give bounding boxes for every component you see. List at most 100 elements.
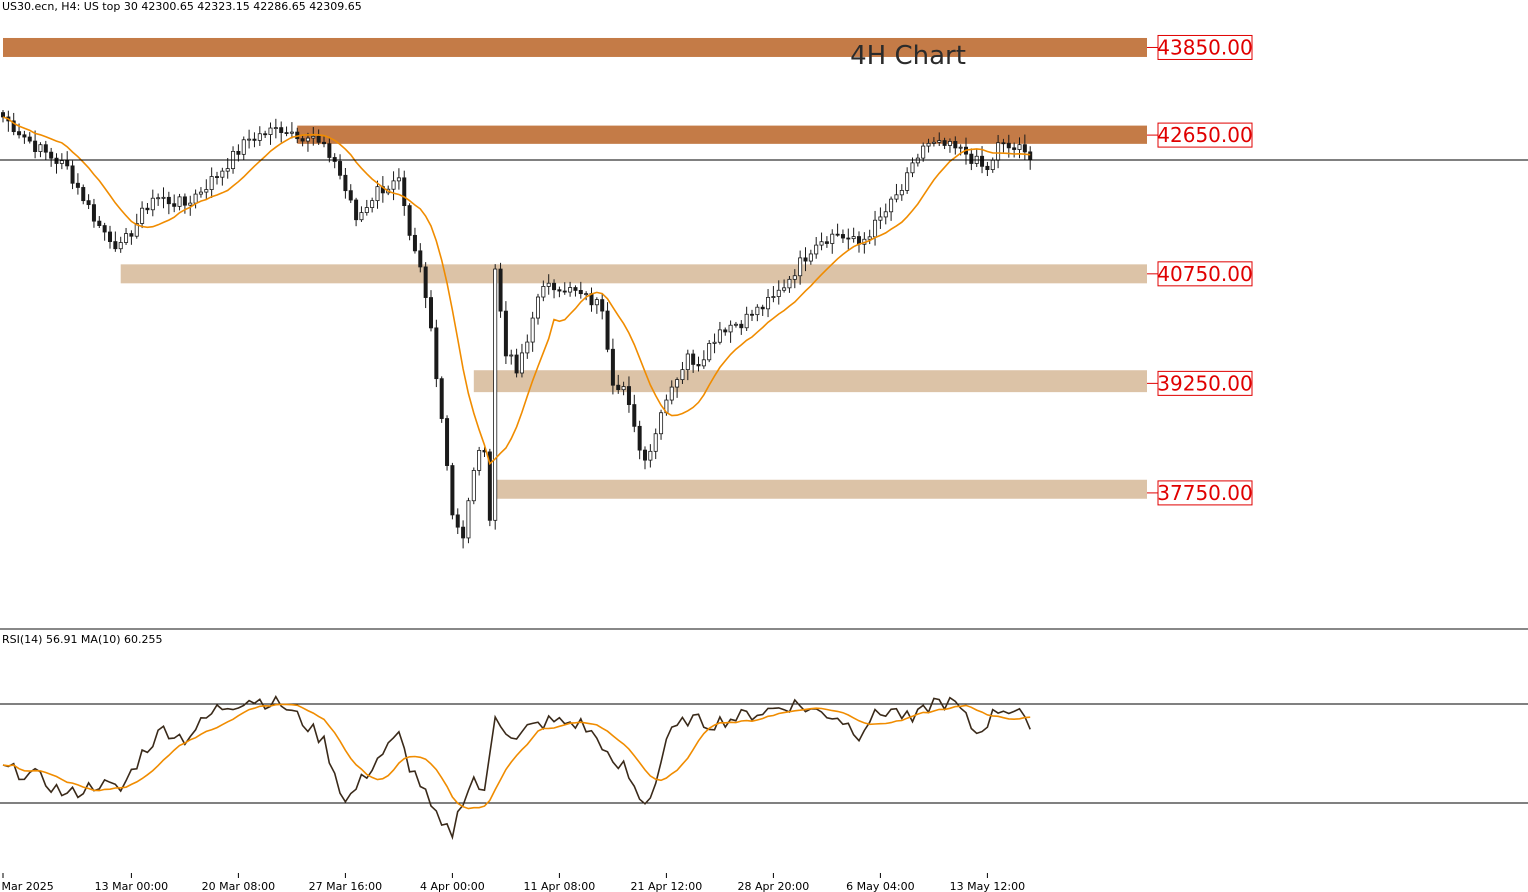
level-zone-4	[473, 370, 1147, 393]
candle-body	[1022, 144, 1027, 153]
candle-body	[846, 237, 851, 240]
candle-body	[632, 404, 637, 427]
candle-body	[1017, 144, 1022, 150]
level-label-box-4	[1157, 370, 1253, 396]
candle-body	[22, 134, 27, 138]
candle-body	[578, 290, 583, 295]
candle-body	[701, 359, 706, 367]
candle-body	[696, 364, 701, 367]
candle-body	[691, 353, 696, 365]
candle-body	[423, 266, 428, 298]
candle-body	[54, 157, 59, 164]
x-tick-label: 6 May 04:00	[846, 880, 914, 892]
candle-body	[263, 133, 268, 136]
candle-body	[354, 199, 359, 221]
candle-body	[364, 207, 369, 213]
level-label-3: 40750.00	[1157, 262, 1252, 286]
x-tick-label: 21 Apr 12:00	[631, 880, 703, 892]
candle-body	[70, 165, 75, 184]
candle-body	[937, 140, 942, 143]
candle-body	[685, 353, 690, 371]
candle-body	[445, 418, 450, 466]
rsi-line	[2, 694, 1031, 841]
candle-body	[81, 187, 86, 202]
candle-body	[798, 257, 803, 277]
candle-body	[156, 197, 161, 200]
candle-body	[375, 186, 380, 202]
candle-body	[878, 216, 883, 221]
candle-body	[338, 161, 343, 176]
candle-body	[926, 142, 931, 147]
level-label-5: 37750.00	[1157, 481, 1252, 505]
candle-body	[519, 352, 524, 374]
candle-body	[766, 296, 771, 310]
candle-body	[782, 287, 787, 291]
candle-body	[557, 289, 562, 292]
candle-body	[65, 160, 70, 167]
candle-body	[305, 137, 310, 142]
candle-body	[241, 139, 246, 155]
candle-body	[343, 174, 348, 192]
candle-body	[11, 120, 16, 133]
candle-body	[289, 131, 294, 134]
candle-body	[59, 160, 64, 164]
candle-body	[268, 127, 273, 135]
candle-body	[744, 313, 749, 329]
candle-body	[236, 150, 241, 155]
candle-body	[396, 177, 401, 182]
candle-body	[166, 196, 171, 205]
candle-body	[792, 275, 797, 280]
candle-body	[840, 234, 845, 239]
level-zones	[3, 37, 1148, 499]
level-zone-5	[495, 479, 1147, 499]
candle-body	[321, 141, 326, 145]
candle-body	[407, 205, 412, 236]
candle-body	[733, 323, 738, 326]
candle-body	[124, 233, 129, 243]
candle-body	[873, 219, 878, 238]
candle-body	[348, 190, 353, 201]
candle-body	[177, 196, 182, 207]
candle-body	[284, 132, 289, 134]
candle-body	[487, 451, 492, 521]
candle-body	[707, 343, 712, 361]
rsi-header: RSI(14) 56.91 MA(10) 60.255	[2, 633, 163, 646]
candle-body	[198, 191, 203, 195]
candle-body	[942, 140, 947, 146]
candle-body	[17, 131, 22, 136]
candle-body	[220, 170, 225, 178]
level-label-box-3	[1157, 261, 1253, 287]
candle-body	[750, 313, 755, 316]
candle-body	[113, 241, 118, 250]
candle-body	[477, 449, 482, 471]
x-tick-label: 13 May 12:00	[950, 880, 1025, 892]
candle-body	[621, 386, 626, 391]
candle-body	[717, 329, 722, 343]
level-zone-2	[297, 125, 1147, 144]
candle-body	[1028, 151, 1033, 161]
candle-body	[980, 155, 985, 167]
candle-body	[300, 138, 305, 142]
candle-body	[509, 354, 514, 357]
candle-body	[434, 327, 439, 380]
candle-body	[990, 159, 995, 171]
candle-body	[675, 379, 680, 388]
x-tick-label: 20 Mar 08:00	[202, 880, 275, 892]
level-zone-3	[120, 264, 1148, 284]
candle-body	[118, 242, 123, 250]
candle-body	[97, 220, 102, 226]
candle-body	[391, 180, 396, 190]
candle-body	[1012, 147, 1017, 150]
candle-body	[643, 449, 648, 461]
level-label-box-2	[1157, 122, 1253, 148]
candle-body	[1006, 142, 1011, 149]
candle-body	[33, 140, 38, 152]
candle-body	[75, 182, 80, 188]
candle-body	[915, 157, 920, 164]
x-tick-label: 11 Apr 08:00	[524, 880, 596, 892]
candle-body	[931, 141, 936, 144]
candle-body	[150, 197, 155, 211]
candle-body	[728, 324, 733, 333]
candle-body	[594, 299, 599, 306]
candle-body	[370, 200, 375, 208]
